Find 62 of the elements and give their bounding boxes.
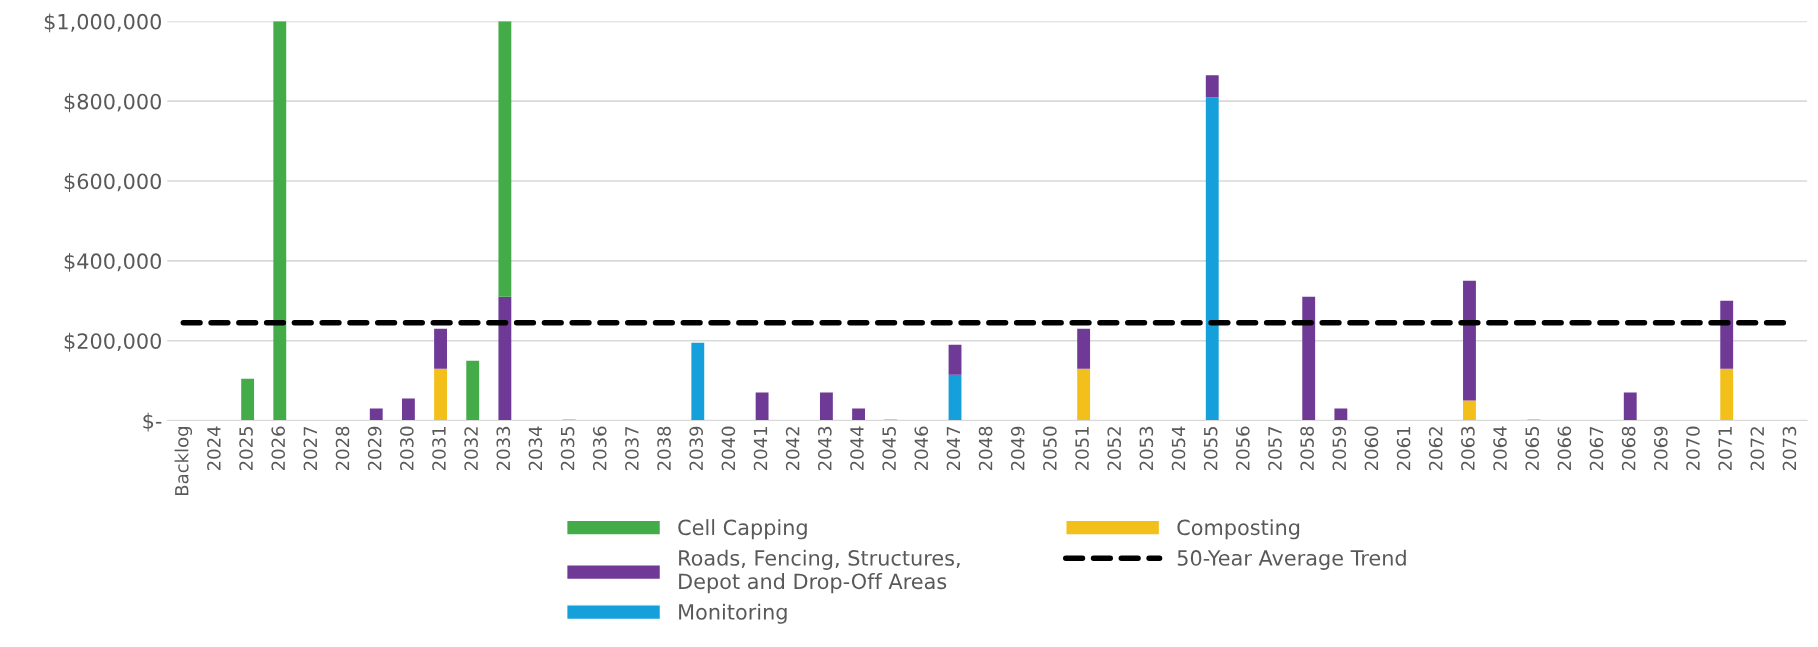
x-tick-label: 2027	[303, 426, 318, 471]
x-tick-label: 2044	[850, 426, 864, 471]
x-tick-label: 2068	[1621, 426, 1636, 471]
x-tick-label: 2024	[207, 426, 221, 471]
x-tick-label: Backlog	[174, 427, 193, 495]
legend-label: Composting	[1177, 519, 1300, 540]
x-tick-label: 2067	[1589, 426, 1604, 471]
x-tick-label: 2036	[592, 426, 607, 471]
x-tick-label: 2057	[1268, 426, 1282, 471]
x-tick-label: 2046	[914, 426, 929, 471]
x-tick-label: 2053	[1139, 426, 1154, 471]
x-tick-label: 2060	[1364, 426, 1379, 471]
x-tick-label: 2069	[1653, 426, 1668, 471]
x-tick-label: 2035	[560, 426, 575, 471]
x-tick-label: 2062	[1428, 427, 1443, 471]
x-tick-label: 2040	[721, 426, 736, 471]
x-tick-label: 2038	[657, 426, 671, 471]
x-tick-label: 2032	[464, 427, 478, 471]
x-tick-label: 2059	[1332, 426, 1347, 471]
x-tick-label: 2034	[528, 426, 543, 471]
y-tick-label: $400,000	[64, 252, 162, 272]
x-tick-label: 2039	[689, 426, 704, 471]
y-tick-label: $800,000	[64, 93, 162, 113]
x-tick-label: 2026	[271, 426, 286, 471]
x-tick-label: 2037	[625, 426, 639, 471]
x-tick-label: 2054	[1171, 426, 1186, 471]
y-tick-label: $600,000	[64, 173, 162, 193]
x-tick-label: 2058	[1300, 426, 1314, 471]
y-tick-label: $200,000	[64, 332, 162, 352]
x-tick-label: 2025	[239, 426, 253, 471]
legend-label: Cell Capping	[678, 519, 807, 540]
x-tick-label: 2030	[399, 426, 414, 471]
x-tick-label: 2066	[1557, 426, 1572, 471]
x-tick-label: 2045	[882, 426, 896, 471]
x-tick-label: 2049	[1010, 426, 1025, 471]
legend-label: 50-Year Average Trend	[1177, 549, 1406, 570]
x-tick-label: 2070	[1686, 426, 1700, 471]
x-tick-label: 2065	[1525, 426, 1540, 471]
x-tick-label: 2056	[1235, 426, 1250, 471]
x-tick-label: 2041	[753, 427, 768, 471]
x-tick-label: 2064	[1493, 426, 1507, 471]
x-tick-label: 2061	[1396, 427, 1411, 471]
x-tick-label: 2063	[1461, 426, 1475, 471]
x-tick-label: 2052	[1107, 427, 1122, 471]
y-tick-label: $-	[143, 412, 162, 432]
legend-label: Monitoring	[679, 603, 787, 624]
x-tick-label: 2031	[432, 427, 446, 471]
x-tick-label: 2028	[335, 426, 350, 471]
x-tick-label: 2050	[1043, 426, 1057, 471]
x-tick-label: 2042	[785, 427, 800, 471]
x-tick-label: 2073	[1782, 426, 1797, 471]
x-tick-label: 2029	[367, 426, 382, 471]
x-tick-label: 2033	[496, 426, 511, 471]
y-tick-label: $1,000,000	[44, 13, 162, 33]
x-tick-label: 2072	[1750, 427, 1765, 471]
x-tick-label: 2071	[1718, 427, 1732, 471]
x-tick-label: 2047	[946, 426, 961, 471]
x-tick-label: 2043	[817, 426, 832, 471]
x-tick-label: 2048	[978, 426, 993, 471]
legend-label: Roads, Fencing, Structures, Depot and Drop-Off Areas	[679, 549, 960, 594]
x-tick-label: 2051	[1075, 427, 1089, 471]
x-tick-label: 2055	[1203, 426, 1218, 471]
